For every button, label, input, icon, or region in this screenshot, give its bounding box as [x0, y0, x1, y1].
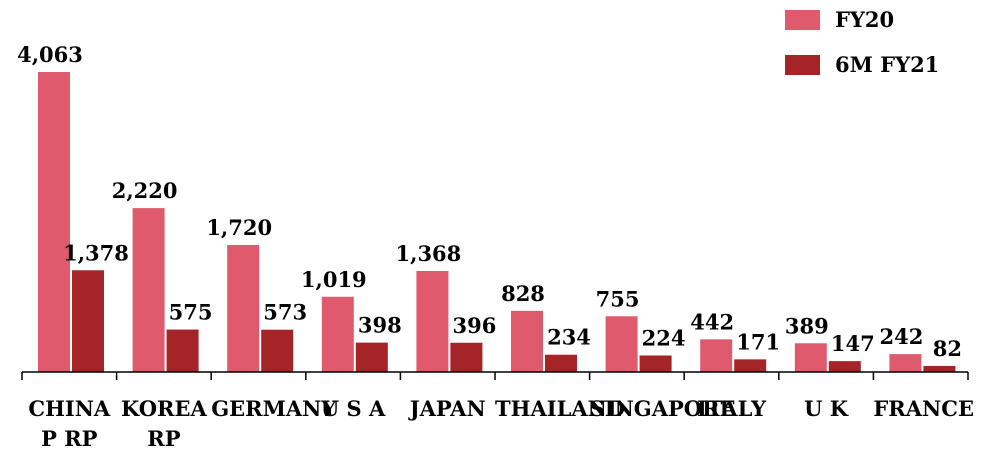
data-label: 755	[596, 286, 640, 311]
data-label: 224	[642, 325, 686, 350]
x-tick-label: U K	[804, 396, 849, 421]
bar	[889, 354, 922, 372]
x-tick-label: GERMANY	[211, 396, 337, 421]
data-label: 2,220	[112, 178, 178, 203]
data-label: 573	[263, 300, 307, 325]
bar	[416, 270, 449, 372]
bar	[794, 343, 827, 372]
data-label: 389	[785, 313, 829, 338]
legend-label: FY20	[835, 7, 894, 32]
bar	[605, 316, 638, 372]
bar	[923, 365, 956, 372]
bar	[639, 355, 672, 372]
x-tick-label: FRANCE	[873, 396, 974, 421]
bar	[700, 339, 733, 372]
data-label: 398	[358, 313, 402, 338]
bar	[261, 329, 294, 372]
x-tick-label: THAILAND	[495, 396, 626, 421]
bar	[355, 342, 388, 372]
x-tick-label: JAPAN	[409, 396, 486, 421]
bar	[166, 329, 199, 372]
bar	[38, 72, 70, 372]
data-label: 242	[879, 324, 923, 349]
data-label: 82	[933, 336, 962, 361]
bar	[450, 342, 483, 372]
legend-label: 6M FY21	[835, 52, 939, 77]
data-label: 1,019	[301, 267, 367, 292]
bar	[227, 245, 260, 372]
data-label: 396	[452, 313, 496, 338]
legend-swatch	[785, 55, 820, 75]
data-label: 1,368	[396, 241, 462, 266]
bar	[72, 270, 104, 372]
data-label: 234	[547, 325, 591, 350]
bar	[132, 208, 165, 372]
x-tick-label: SINGAPORE	[589, 396, 736, 421]
bar	[545, 354, 577, 372]
bar	[321, 296, 354, 372]
data-label: 4,063	[17, 42, 83, 67]
data-label: 828	[501, 281, 545, 306]
data-label: 442	[690, 309, 734, 334]
x-tick-label: KOREA RP	[121, 396, 207, 451]
data-label: 171	[736, 329, 780, 354]
data-label: 1,720	[206, 215, 272, 240]
data-label: 1,378	[63, 240, 129, 265]
bar	[734, 359, 767, 372]
bar	[828, 361, 861, 372]
data-label: 147	[831, 331, 875, 356]
legend-swatch	[785, 10, 820, 30]
x-tick-label: CHINA P RP	[28, 396, 111, 451]
data-label: 575	[169, 300, 213, 325]
x-tick-label: U S A	[320, 396, 386, 421]
x-tick-label: ITALY	[696, 396, 766, 421]
bar	[511, 310, 543, 372]
